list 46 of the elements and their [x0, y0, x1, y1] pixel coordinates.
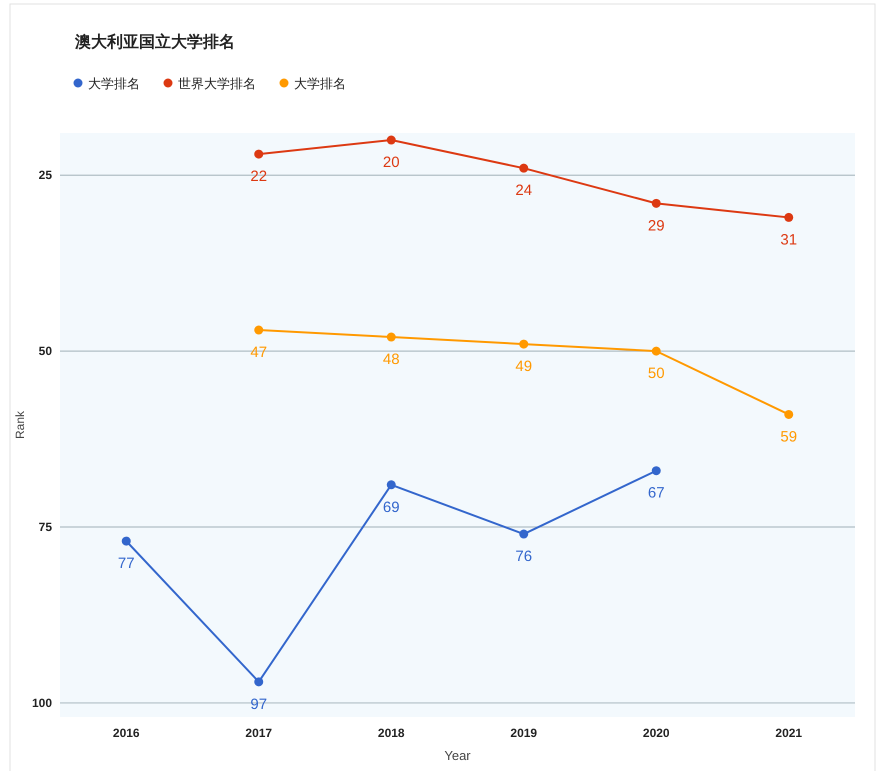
legend-label: 大学排名: [294, 76, 346, 91]
x-tick-label: 2017: [245, 726, 272, 740]
data-label: 77: [118, 555, 135, 572]
point: [652, 346, 661, 356]
y-tick-label: 75: [38, 520, 52, 534]
point: [386, 136, 396, 145]
x-tick-label: 2021: [775, 726, 802, 740]
point: [519, 530, 528, 539]
data-label: 97: [250, 696, 268, 713]
x-tick-label: 2016: [112, 726, 140, 740]
point: [519, 340, 528, 349]
legend-label: 大学排名: [88, 76, 140, 91]
point: [386, 332, 396, 342]
point: [784, 410, 794, 419]
x-tick-label: 2018: [378, 726, 405, 740]
data-label: 22: [250, 168, 268, 186]
data-label: 59: [780, 428, 798, 446]
y-axis-title: Rank: [13, 410, 27, 440]
point: [652, 466, 661, 476]
x-tick-label: 2019: [510, 726, 538, 740]
chart-title: 澳大利亚国立大学排名: [74, 32, 235, 51]
point: [784, 212, 794, 222]
point: [254, 150, 264, 159]
data-label: 47: [250, 344, 268, 362]
data-label: 49: [515, 358, 532, 376]
y-tick-label: 25: [38, 168, 52, 182]
point: [386, 480, 396, 490]
y-tick-label: 50: [38, 344, 52, 358]
point: [254, 677, 264, 686]
data-label: 76: [515, 548, 532, 566]
legend-label: 世界大学排名: [178, 76, 256, 91]
data-label: 29: [648, 217, 665, 234]
point: [254, 326, 264, 335]
y-tick-label: 100: [32, 696, 52, 710]
x-tick-label: 2020: [642, 726, 670, 740]
x-axis-title: Year: [444, 748, 472, 763]
data-label: 24: [515, 182, 532, 200]
data-label: 20: [382, 154, 400, 172]
data-label: 48: [382, 351, 400, 368]
point: [519, 164, 528, 173]
point: [122, 536, 131, 546]
data-label: 69: [382, 498, 400, 516]
point: [652, 198, 661, 208]
data-label: 31: [780, 231, 798, 248]
data-label: 50: [648, 365, 665, 382]
data-label: 67: [648, 484, 665, 502]
